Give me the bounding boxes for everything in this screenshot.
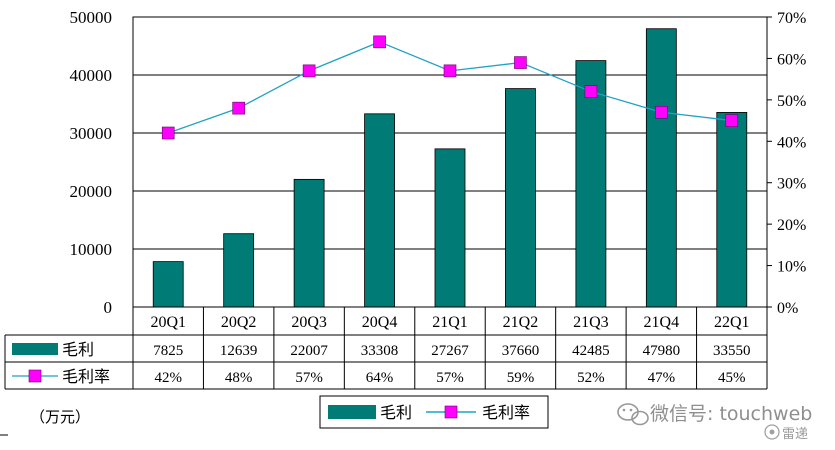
badge-text: 雷递 xyxy=(782,427,808,442)
left-tick-label: 0 xyxy=(104,298,113,317)
left-tick-label: 40000 xyxy=(70,66,113,85)
line-point xyxy=(655,105,668,119)
left-tick-label: 30000 xyxy=(70,124,113,143)
table-rate-value: 45% xyxy=(718,370,746,386)
table-margin-value: 12639 xyxy=(220,343,258,359)
line-point xyxy=(725,114,739,127)
table-rate-value: 47% xyxy=(648,370,676,386)
line-point xyxy=(584,85,598,98)
right-tick-label: 30% xyxy=(777,176,806,193)
table-margin-value: 42485 xyxy=(572,343,610,359)
bar xyxy=(575,60,607,308)
badge-icon xyxy=(764,424,780,440)
table-rate-value: 64% xyxy=(366,370,394,386)
unit-label: （万元） xyxy=(30,409,90,426)
watermark: 微信号: touchweb 雷递 xyxy=(617,403,812,442)
table-margin-value: 22007 xyxy=(290,343,328,359)
table-rate-value: 57% xyxy=(295,370,323,386)
table-rate-value: 48% xyxy=(225,370,253,386)
category-label: 21Q2 xyxy=(503,314,539,331)
legend-bar-swatch xyxy=(328,405,376,419)
category-label: 20Q4 xyxy=(362,314,398,331)
legend: 毛利 毛利率 xyxy=(319,395,549,429)
right-tick-label: 40% xyxy=(777,134,806,151)
bar xyxy=(716,112,748,308)
legend-bar-label: 毛利 xyxy=(380,404,412,422)
category-label: 21Q3 xyxy=(573,314,609,331)
right-tick-label: 70% xyxy=(777,10,806,27)
table-margin-value: 33308 xyxy=(361,343,399,359)
right-tick-label: 10% xyxy=(777,259,806,276)
table-bar-swatch xyxy=(12,343,58,355)
bar xyxy=(223,233,255,308)
right-tick-label: 60% xyxy=(777,51,806,68)
table-margin-value: 27267 xyxy=(431,343,469,359)
category-label: 21Q4 xyxy=(644,314,680,331)
right-tick-label: 20% xyxy=(777,217,806,234)
table-margin-value: 37660 xyxy=(502,343,540,359)
table-margin-value: 7825 xyxy=(153,343,183,359)
category-label: 20Q3 xyxy=(291,314,327,331)
table-margin-value: 33550 xyxy=(713,343,751,359)
table-row-label-margin: 毛利 xyxy=(62,341,94,359)
table-marker-swatch xyxy=(28,369,42,383)
line-point xyxy=(232,101,245,115)
table-row-label-rate: 毛利率 xyxy=(62,368,110,386)
bar xyxy=(293,178,325,308)
line-point xyxy=(302,64,316,78)
table-rate-value: 57% xyxy=(436,370,464,386)
bar xyxy=(152,261,184,308)
watermark-text: 微信号: touchweb xyxy=(650,403,812,425)
table-rate-value: 42% xyxy=(154,370,182,386)
line-series xyxy=(161,35,739,140)
category-label: 20Q2 xyxy=(221,314,257,331)
line-point xyxy=(443,64,457,78)
bar xyxy=(434,148,466,308)
line-point xyxy=(161,126,175,140)
wechat-icon xyxy=(617,403,649,426)
table-margin-value: 47980 xyxy=(643,343,681,359)
right-tick-label: 0% xyxy=(777,300,798,317)
table-rate-value: 59% xyxy=(507,370,535,386)
line-point xyxy=(373,35,386,49)
left-tick-label: 10000 xyxy=(70,240,113,259)
bar-series xyxy=(152,28,748,308)
left-tick-label: 20000 xyxy=(70,182,113,201)
legend-line-label: 毛利率 xyxy=(482,404,530,422)
right-tick-label: 50% xyxy=(777,93,806,110)
bar xyxy=(645,28,677,308)
legend-marker-swatch xyxy=(444,405,458,419)
bar xyxy=(505,88,536,308)
table-rate-value: 52% xyxy=(577,370,605,386)
category-label: 20Q1 xyxy=(150,314,186,331)
category-label: 22Q1 xyxy=(714,314,750,331)
line-point xyxy=(514,56,527,69)
right-axis: 0% 10% 20% 30% 40% 50% 60% 70% xyxy=(767,10,806,317)
left-axis: 0 10000 20000 30000 40000 50000 xyxy=(70,8,113,317)
left-tick-label: 50000 xyxy=(70,8,113,27)
data-table: 20Q1 20Q2 20Q3 20Q4 21Q1 21Q2 21Q3 21Q4 22Q1 毛利毛利… xyxy=(4,306,768,390)
bar xyxy=(364,113,395,308)
category-label: 21Q1 xyxy=(432,314,468,331)
